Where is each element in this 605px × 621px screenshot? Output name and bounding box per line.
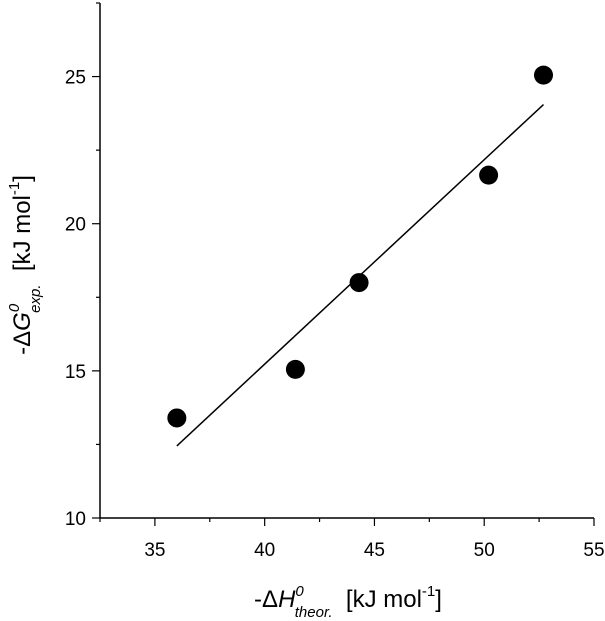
y-tick-label: 10	[65, 509, 86, 530]
axes	[99, 3, 594, 519]
x-tick-label: 50	[474, 540, 495, 561]
data-point	[167, 408, 187, 428]
x-tick-label: 45	[364, 540, 385, 561]
x-tick-label: 55	[583, 540, 604, 561]
data-point	[285, 359, 305, 379]
ticks: 35 40 45 50 55 10 15 20 25	[65, 2, 605, 561]
y-tick-label: 15	[65, 362, 86, 383]
y-tick-label: 20	[65, 215, 86, 236]
x-axis-label: -ΔH0 theor. [kJ mol-1]	[254, 583, 442, 621]
x-tick-label: 40	[254, 540, 275, 561]
data-point	[534, 65, 554, 85]
y-tick-label: 25	[65, 68, 86, 89]
data-point	[349, 273, 369, 293]
data-points	[167, 65, 554, 428]
y-axis-label: -ΔG0 exp. [kJ mol-1]	[6, 175, 44, 355]
data-point	[479, 165, 499, 185]
x-tick-label: 35	[144, 540, 165, 561]
